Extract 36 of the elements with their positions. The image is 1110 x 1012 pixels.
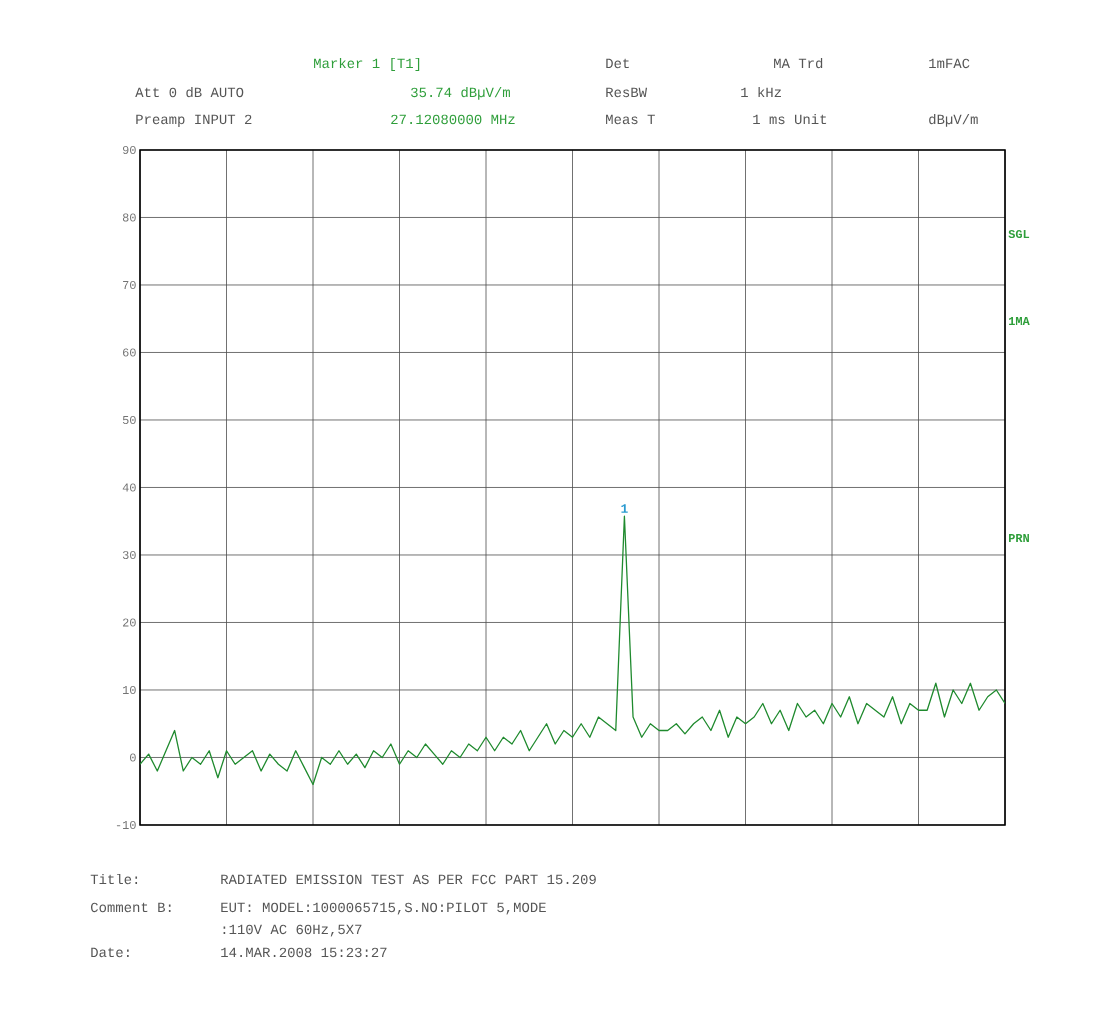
y-tick-label: 10 [123,685,136,695]
text: SGL [1008,229,1030,239]
text: :110V AC 60Hz,5X7 [223,924,362,937]
text: Title: [90,873,138,885]
y-tick-label: 80 [122,213,136,222]
y-tick-label: 70 [123,280,136,290]
text: 14.MAR.2008 15:23:27 [221,947,387,958]
y-tick-label: 20 [122,618,136,627]
y-tick-label: 0 [130,753,136,762]
text: Date: [91,947,129,958]
text: Marker 1 [T1] [314,57,420,71]
y-tick-label: 50 [122,415,136,425]
text: 1 kHz [741,86,781,97]
text: Comment B: [90,902,171,913]
line-series [140,515,1006,786]
text: ResBW [606,87,648,98]
y-tick-label: 90 [122,145,136,155]
annotation: 1 [621,504,628,513]
y-tick-label: -10 [116,820,136,830]
text: RADIATED EMISSION TEST AS PER FCC PART 15.209 [221,874,596,885]
text: 1MA [1009,317,1030,325]
text: Preamp INPUT 2 [136,114,252,127]
text: MA Trd [774,57,823,69]
y-tick-label: 40 [122,483,136,492]
text: Det [606,58,629,69]
text: Meas T [606,114,655,125]
text: 27.12080000 MHz [391,114,515,125]
text: 35.74 dBµV/m [411,86,510,100]
text: Att 0 dB AUTO [135,86,244,98]
y-tick-label: 60 [123,348,136,357]
text: PRN [1009,534,1029,542]
text: 1 ms Unit [753,113,827,125]
y-tick-label: 30 [122,550,136,560]
text: EUT: MODEL:1000065715,S.NO:PILOT 5,MODE [221,902,546,915]
text: dBµV/m [929,113,978,127]
text: 1mFAC [929,58,970,69]
